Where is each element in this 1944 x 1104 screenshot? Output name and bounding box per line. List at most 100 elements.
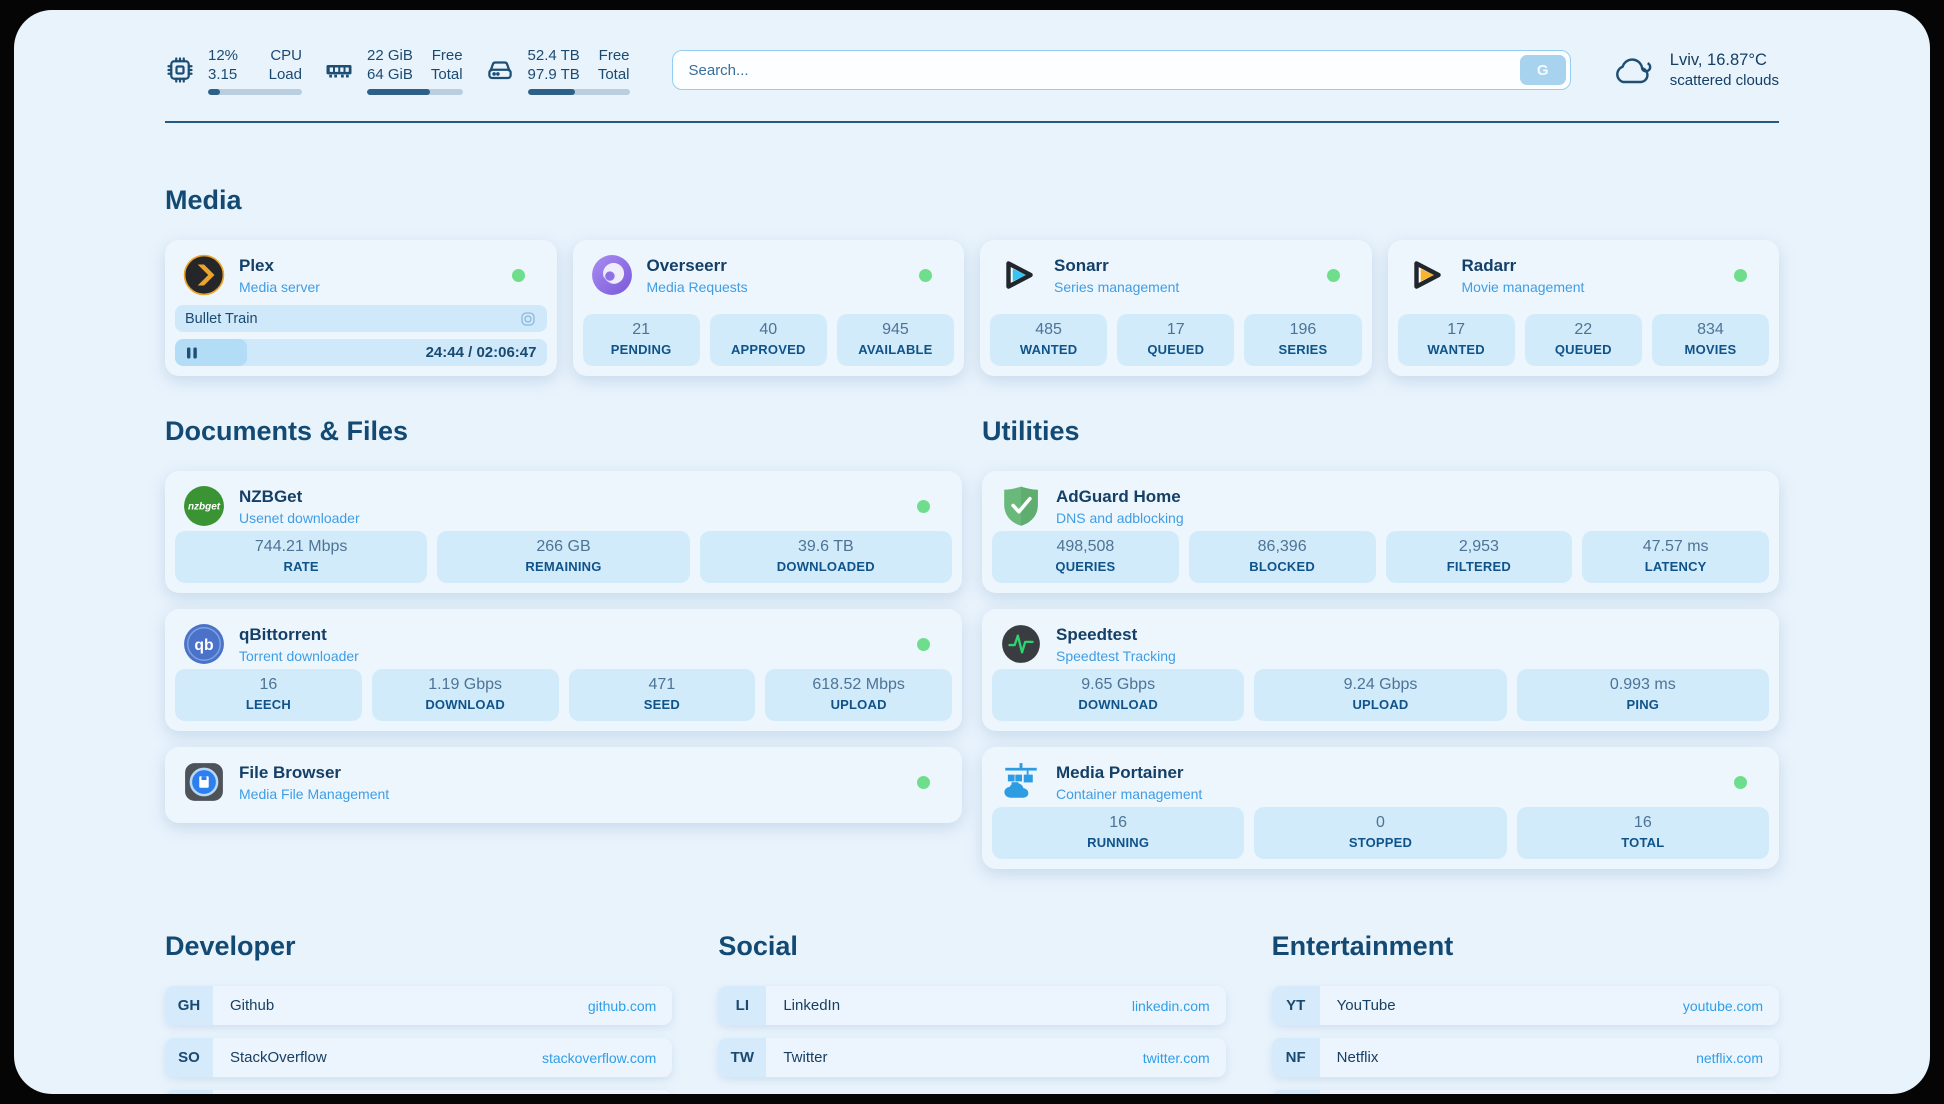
radarr-icon [1406,254,1448,296]
section-title-social: Social [718,931,798,961]
bookmark-url[interactable]: netflix.com [1696,1049,1763,1066]
search-input[interactable] [671,50,1571,90]
bookmark-dev[interactable]: DT DEV dev.to [165,1090,673,1094]
app-card-plex[interactable]: Plex Media server Bullet Train [165,240,557,376]
cpu-icon [165,55,195,85]
status-dot [919,268,932,282]
ram-total-label: Total [430,66,463,83]
app-card-adguard[interactable]: AdGuard Home DNS and adblocking 498,508 … [982,471,1779,593]
stat-upload: 9.24 Gbps UPLOAD [1254,669,1507,721]
stat-wanted: 17 WANTED [1397,314,1515,366]
app-description: DNS and adblocking [1056,509,1184,526]
disk-stat: 52.4 TB 97.9 TB Free Total [485,46,630,95]
app-name: qBittorrent [239,624,327,644]
stat-running: 16 RUNNING [992,807,1245,859]
app-card-overseerr[interactable]: Overseerr Media Requests 21 PENDING 40 A… [572,240,964,376]
stat-upload: 618.52 Mbps UPLOAD [765,669,952,721]
session-icon[interactable] [519,310,537,328]
media-grid: Plex Media server Bullet Train [165,240,1779,376]
bookmark-stackoverflow[interactable]: SO StackOverflow stackoverflow.com [165,1038,673,1077]
app-description: Usenet downloader [239,509,360,526]
bookmark-github[interactable]: GH Github github.com [165,986,673,1025]
stat-leech: 16 LEECH [175,669,362,721]
nzbget-icon: nzbget [183,485,225,527]
stat-remaining: 266 GB REMAINING [437,531,690,583]
app-card-speedtest[interactable]: Speedtest Speedtest Tracking 9.65 Gbps D… [982,609,1779,731]
ram-stat: 22 GiB 64 GiB Free Total [324,46,463,95]
sonarr-icon [998,254,1040,296]
app-card-portainer[interactable]: Media Portainer Container management 16 … [982,747,1779,869]
app-card-filebrowser[interactable]: File Browser Media File Management [165,747,962,823]
bookmark-abbr: RE [1271,1090,1320,1094]
cpu-progress-bar [208,88,302,95]
app-name: Sonarr [1054,255,1109,275]
ram-icon [324,55,354,85]
cpu-load-label: Load [268,66,302,83]
app-name: AdGuard Home [1056,486,1181,506]
disk-progress-bar [527,88,630,95]
bookmark-url[interactable]: youtube.com [1682,997,1763,1014]
bookmark-name: YouTube [1336,997,1396,1014]
app-name: NZBGet [239,486,303,506]
app-description: Media Requests [646,278,748,295]
ram-free-value: 22 GiB [367,46,413,64]
app-card-sonarr[interactable]: Sonarr Series management 485 WANTED 17 Q… [980,240,1372,376]
pause-icon[interactable] [185,346,199,360]
status-dot [917,637,930,651]
app-card-radarr[interactable]: Radarr Movie management 17 WANTED 22 QUE… [1387,240,1779,376]
search-engine-button[interactable]: G [1519,55,1566,85]
app-description: Movie management [1461,278,1585,295]
stat-filtered: 2,953 FILTERED [1385,531,1573,583]
bookmark-abbr: TW [718,1038,767,1077]
svg-text:nzbget: nzbget [188,502,221,513]
stat-seed: 471 SEED [568,669,756,721]
bookmark-netflix[interactable]: NF Netflix netflix.com [1271,1038,1779,1077]
stat-blocked: 86,396 BLOCKED [1188,531,1376,583]
bookmark-abbr: NF [1271,1038,1320,1077]
app-name: Plex [239,255,274,275]
playback-time: 24:44 / 02:06:47 [425,344,537,361]
stat-series: 196 SERIES [1244,314,1362,366]
bookmark-twitter[interactable]: TW Twitter twitter.com [718,1038,1226,1077]
stat-ping: 0.993 ms PING [1516,669,1769,721]
speedtest-icon [1000,623,1042,665]
stat-approved: 40 APPROVED [709,314,827,366]
bookmark-url[interactable]: stackoverflow.com [541,1049,657,1066]
section-title-documents: Documents & Files [165,416,409,446]
bookmark-abbr: SO [165,1038,213,1077]
app-description: Series management [1054,278,1180,295]
app-description: Media server [239,278,320,295]
section-title-utilities: Utilities [982,416,1080,446]
disk-free-label: Free [598,46,630,64]
bookmark-group-developer: Developer GH Github github.com SO StackO… [165,931,673,1094]
adguard-icon [1000,485,1042,527]
svg-text:qb: qb [194,637,213,654]
bookmark-name: Github [230,997,275,1014]
portainer-icon [1000,761,1042,803]
qbittorrent-icon: qb [183,623,225,665]
app-description: Speedtest Tracking [1056,647,1176,664]
cpu-stat: 12% 3.15 CPU Load [165,46,302,95]
app-name: Media Portainer [1056,762,1184,782]
bookmark-url[interactable]: twitter.com [1142,1049,1210,1066]
stat-download: 1.19 Gbps DOWNLOAD [371,669,559,721]
search-bar: G [671,50,1571,90]
status-dot [1734,268,1747,282]
app-card-qbittorrent[interactable]: qb qBittorrent Torrent downloader [165,609,962,731]
ram-progress-bar [367,88,463,95]
stat-queries: 498,508 QUERIES [992,531,1179,583]
stat-stopped: 0 STOPPED [1254,807,1507,859]
bookmark-youtube[interactable]: YT YouTube youtube.com [1271,986,1779,1025]
overseerr-icon [591,254,633,296]
now-playing-row: Bullet Train [175,305,547,332]
disk-free-value: 52.4 TB [527,46,580,64]
dashboard-frame: 12% 3.15 CPU Load [14,10,1930,1094]
app-card-nzbget[interactable]: nzbget NZBGet Usenet downloader 74 [165,471,962,593]
bookmark-name: Twitter [783,1049,828,1066]
bookmark-group-social: Social LI LinkedIn linkedin.com TW Twitt… [718,931,1226,1094]
bookmark-url[interactable]: linkedin.com [1131,997,1210,1014]
bookmark-reddit[interactable]: RE Reddit reddit.com [1271,1090,1779,1094]
bookmark-linkedin[interactable]: LI LinkedIn linkedin.com [718,986,1226,1025]
stat-movies: 834 MOVIES [1651,314,1770,366]
bookmark-url[interactable]: github.com [587,997,657,1014]
